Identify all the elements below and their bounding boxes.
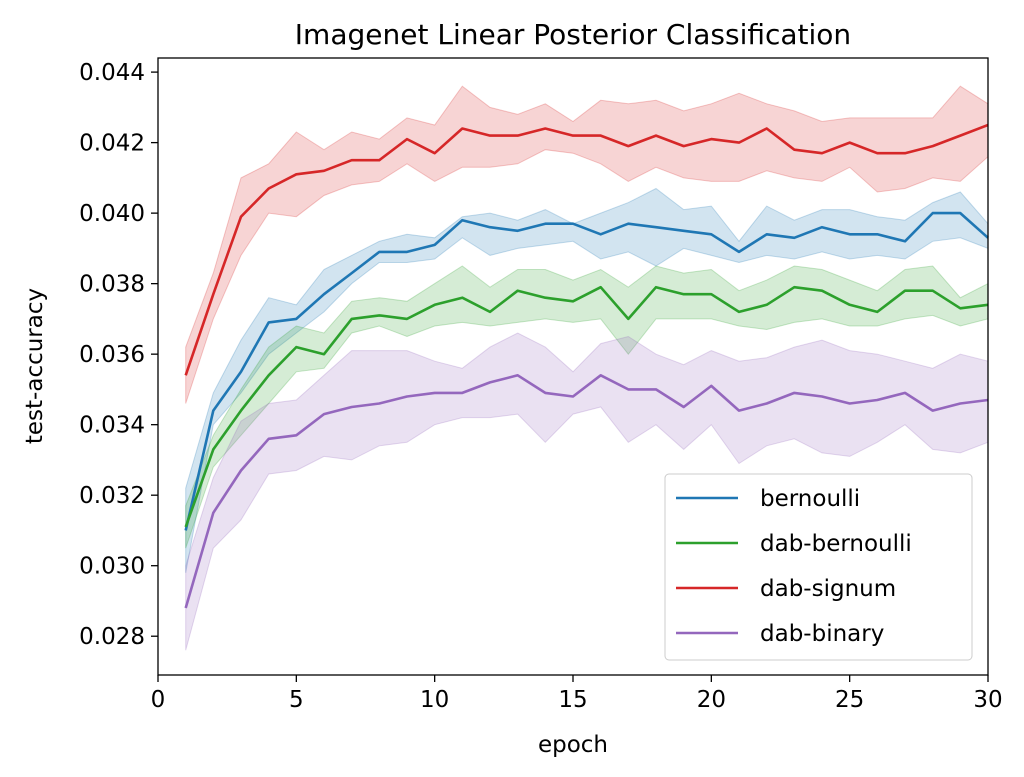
x-tick-label: 10 bbox=[420, 687, 449, 713]
legend-label-dab-signum: dab-signum bbox=[760, 576, 896, 602]
y-tick-label: 0.036 bbox=[79, 342, 145, 368]
legend-label-dab-bernoulli: dab-bernoulli bbox=[760, 531, 912, 557]
legend: bernoulli dab-bernoulli dab-signum dab-bina… bbox=[664, 473, 973, 661]
y-tick-label: 0.032 bbox=[79, 483, 145, 509]
bernoulli-line bbox=[184, 211, 989, 531]
series-lines bbox=[184, 123, 989, 609]
dab-binary-line bbox=[184, 373, 989, 609]
legend-label-bernoulli: bernoulli bbox=[760, 486, 860, 512]
x-tick-label: 15 bbox=[558, 687, 587, 713]
chart-title: Imagenet Linear Posterior Classification bbox=[295, 18, 851, 51]
y-tick-label: 0.034 bbox=[79, 413, 145, 439]
x-axis-title: epoch bbox=[538, 732, 608, 758]
x-tick-label: 20 bbox=[697, 687, 726, 713]
legend-box bbox=[664, 473, 973, 661]
x-axis: 0 5 10 15 20 25 30 bbox=[151, 675, 1003, 713]
y-tick-label: 0.040 bbox=[79, 201, 145, 227]
y-tick-label: 0.038 bbox=[79, 272, 145, 298]
x-tick-label: 30 bbox=[973, 687, 1002, 713]
y-axis-title: test-accuracy bbox=[22, 288, 48, 444]
y-tick-label: 0.028 bbox=[79, 624, 145, 650]
y-axis: 0.028 0.030 0.032 0.034 0.036 0.038 0.040 0.042… bbox=[79, 60, 158, 650]
x-tick-label: 5 bbox=[289, 687, 304, 713]
dab-signum-line bbox=[184, 123, 989, 376]
dab-bernoulli-line bbox=[184, 285, 989, 528]
legend-label-dab-binary: dab-binary bbox=[760, 621, 884, 647]
y-tick-label: 0.044 bbox=[79, 60, 145, 86]
y-tick-label: 0.030 bbox=[79, 554, 145, 580]
y-tick-label: 0.042 bbox=[79, 131, 145, 157]
x-tick-label: 0 bbox=[151, 687, 166, 713]
x-tick-label: 25 bbox=[835, 687, 864, 713]
